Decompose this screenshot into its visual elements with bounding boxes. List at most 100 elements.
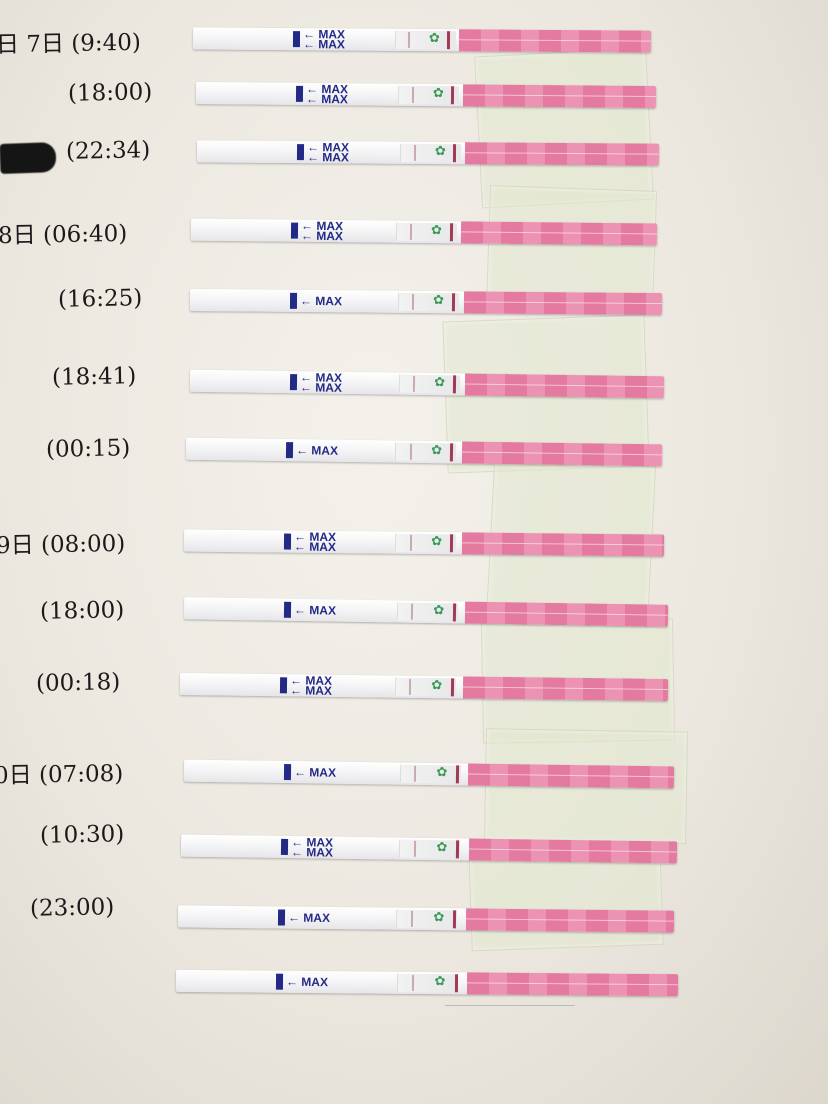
test-line — [412, 375, 415, 392]
max-text: ← MAX — [293, 602, 337, 618]
time-label: 0日 (07:08) — [0, 760, 124, 790]
max-label: ← MAX ← MAX — [299, 370, 343, 395]
max-text: ← MAX — [306, 150, 350, 165]
max-label: ← MAX ← MAX — [302, 27, 346, 52]
strip-marker — [290, 222, 299, 239]
max-label: ← MAX — [294, 765, 336, 780]
flower-icon: ✿ — [431, 678, 443, 694]
flower-icon: ✿ — [433, 293, 445, 309]
max-label: ← MAX — [287, 910, 331, 925]
flower-icon: ✿ — [431, 443, 443, 459]
max-label: ← MAX — [295, 443, 339, 458]
test-line — [408, 31, 411, 48]
test-strip: ← MAX ← MAX ✿ — [192, 27, 652, 53]
max-text: ← MAX — [300, 228, 344, 244]
result-window — [399, 839, 461, 859]
test-line — [414, 765, 417, 782]
max-label: ← MAX ← MAX — [305, 82, 349, 107]
max-label: ← MAX — [286, 975, 328, 989]
result-window — [395, 222, 458, 242]
strip-marker — [280, 838, 289, 856]
max-text: ← MAX — [305, 91, 349, 107]
time-label: (22:34) — [65, 137, 151, 165]
pink-handle — [468, 838, 678, 864]
test-strip: ← MAX ← MAX ✿ — [195, 82, 657, 109]
max-text: ← MAX — [289, 683, 333, 698]
pink-handle — [465, 908, 675, 933]
time-label: 9日 (08:00) — [0, 530, 126, 560]
max-label: ← MAX — [299, 293, 343, 309]
result-window — [399, 764, 461, 784]
max-label: ← MAX ← MAX — [290, 835, 334, 860]
flower-icon: ✿ — [434, 375, 446, 391]
time-label: (00:15) — [45, 435, 131, 463]
max-label: ← MAX ← MAX — [289, 673, 333, 698]
test-strip: ← MAX ← MAX ✿ — [183, 529, 665, 557]
strip-marker — [279, 677, 288, 694]
time-label: (18:00) — [39, 597, 125, 625]
pink-handle — [462, 676, 669, 701]
control-line — [456, 840, 460, 859]
result-window — [396, 973, 458, 993]
max-text: ← MAX — [299, 380, 343, 395]
time-label: 日 7日 (9:40) — [0, 29, 142, 59]
flower-icon: ✿ — [433, 603, 445, 619]
pink-handle — [462, 532, 665, 557]
control-line — [450, 678, 454, 697]
strip-marker — [275, 973, 284, 990]
strip-marker — [277, 909, 286, 926]
time-label: (18:41) — [51, 363, 137, 391]
pink-handle — [464, 142, 660, 166]
flower-icon: ✿ — [436, 840, 448, 856]
strip-marker — [296, 144, 305, 161]
max-label: ← MAX — [293, 602, 337, 618]
pink-handle — [468, 763, 675, 789]
control-line — [455, 765, 460, 784]
test-strip: ← MAX ✿ — [189, 288, 663, 316]
control-line — [451, 293, 456, 312]
control-line — [450, 534, 454, 553]
strip-marker — [283, 763, 292, 781]
flower-icon: ✿ — [433, 910, 445, 926]
result-window — [396, 909, 458, 929]
strip-marker — [295, 85, 304, 102]
test-strip: ← MAX ← MAX ✿ — [196, 140, 660, 166]
test-line — [409, 678, 412, 695]
result-window — [397, 292, 459, 312]
time-label: (10:30) — [39, 821, 125, 849]
result-window — [394, 677, 456, 697]
max-text: ← MAX — [295, 443, 339, 458]
test-line — [412, 86, 415, 103]
max-text: ← MAX — [290, 845, 334, 860]
pink-handle — [461, 441, 663, 467]
control-line — [452, 603, 456, 622]
pink-handle — [464, 601, 669, 627]
max-text: ← MAX — [299, 293, 343, 309]
time-label: (18:00) — [67, 79, 153, 107]
pink-handle — [463, 291, 663, 316]
max-text: ← MAX — [287, 910, 331, 925]
max-label: ← MAX ← MAX — [300, 219, 344, 244]
time-label: (23:00) — [29, 894, 115, 922]
control-line — [453, 144, 457, 163]
max-text: ← MAX — [302, 37, 346, 52]
test-line — [413, 840, 417, 857]
test-strip: ← MAX ✿ — [177, 905, 675, 933]
flower-icon: ✿ — [434, 144, 446, 160]
result-window — [398, 374, 460, 394]
max-label: ← MAX ← MAX — [306, 140, 350, 165]
control-line — [447, 31, 451, 50]
test-line — [409, 223, 413, 240]
result-window — [400, 143, 462, 163]
flower-icon: ✿ — [434, 974, 446, 990]
divider-line — [445, 1005, 575, 1006]
control-line — [453, 910, 457, 929]
time-label: 8日 (06:40) — [0, 220, 128, 250]
tape-piece — [474, 47, 654, 209]
test-line — [409, 443, 412, 460]
control-line — [449, 223, 453, 242]
flower-icon: ✿ — [432, 86, 444, 102]
test-strip: ← MAX ✿ — [175, 969, 679, 997]
control-line — [452, 375, 457, 394]
ink-scribble — [0, 142, 57, 174]
